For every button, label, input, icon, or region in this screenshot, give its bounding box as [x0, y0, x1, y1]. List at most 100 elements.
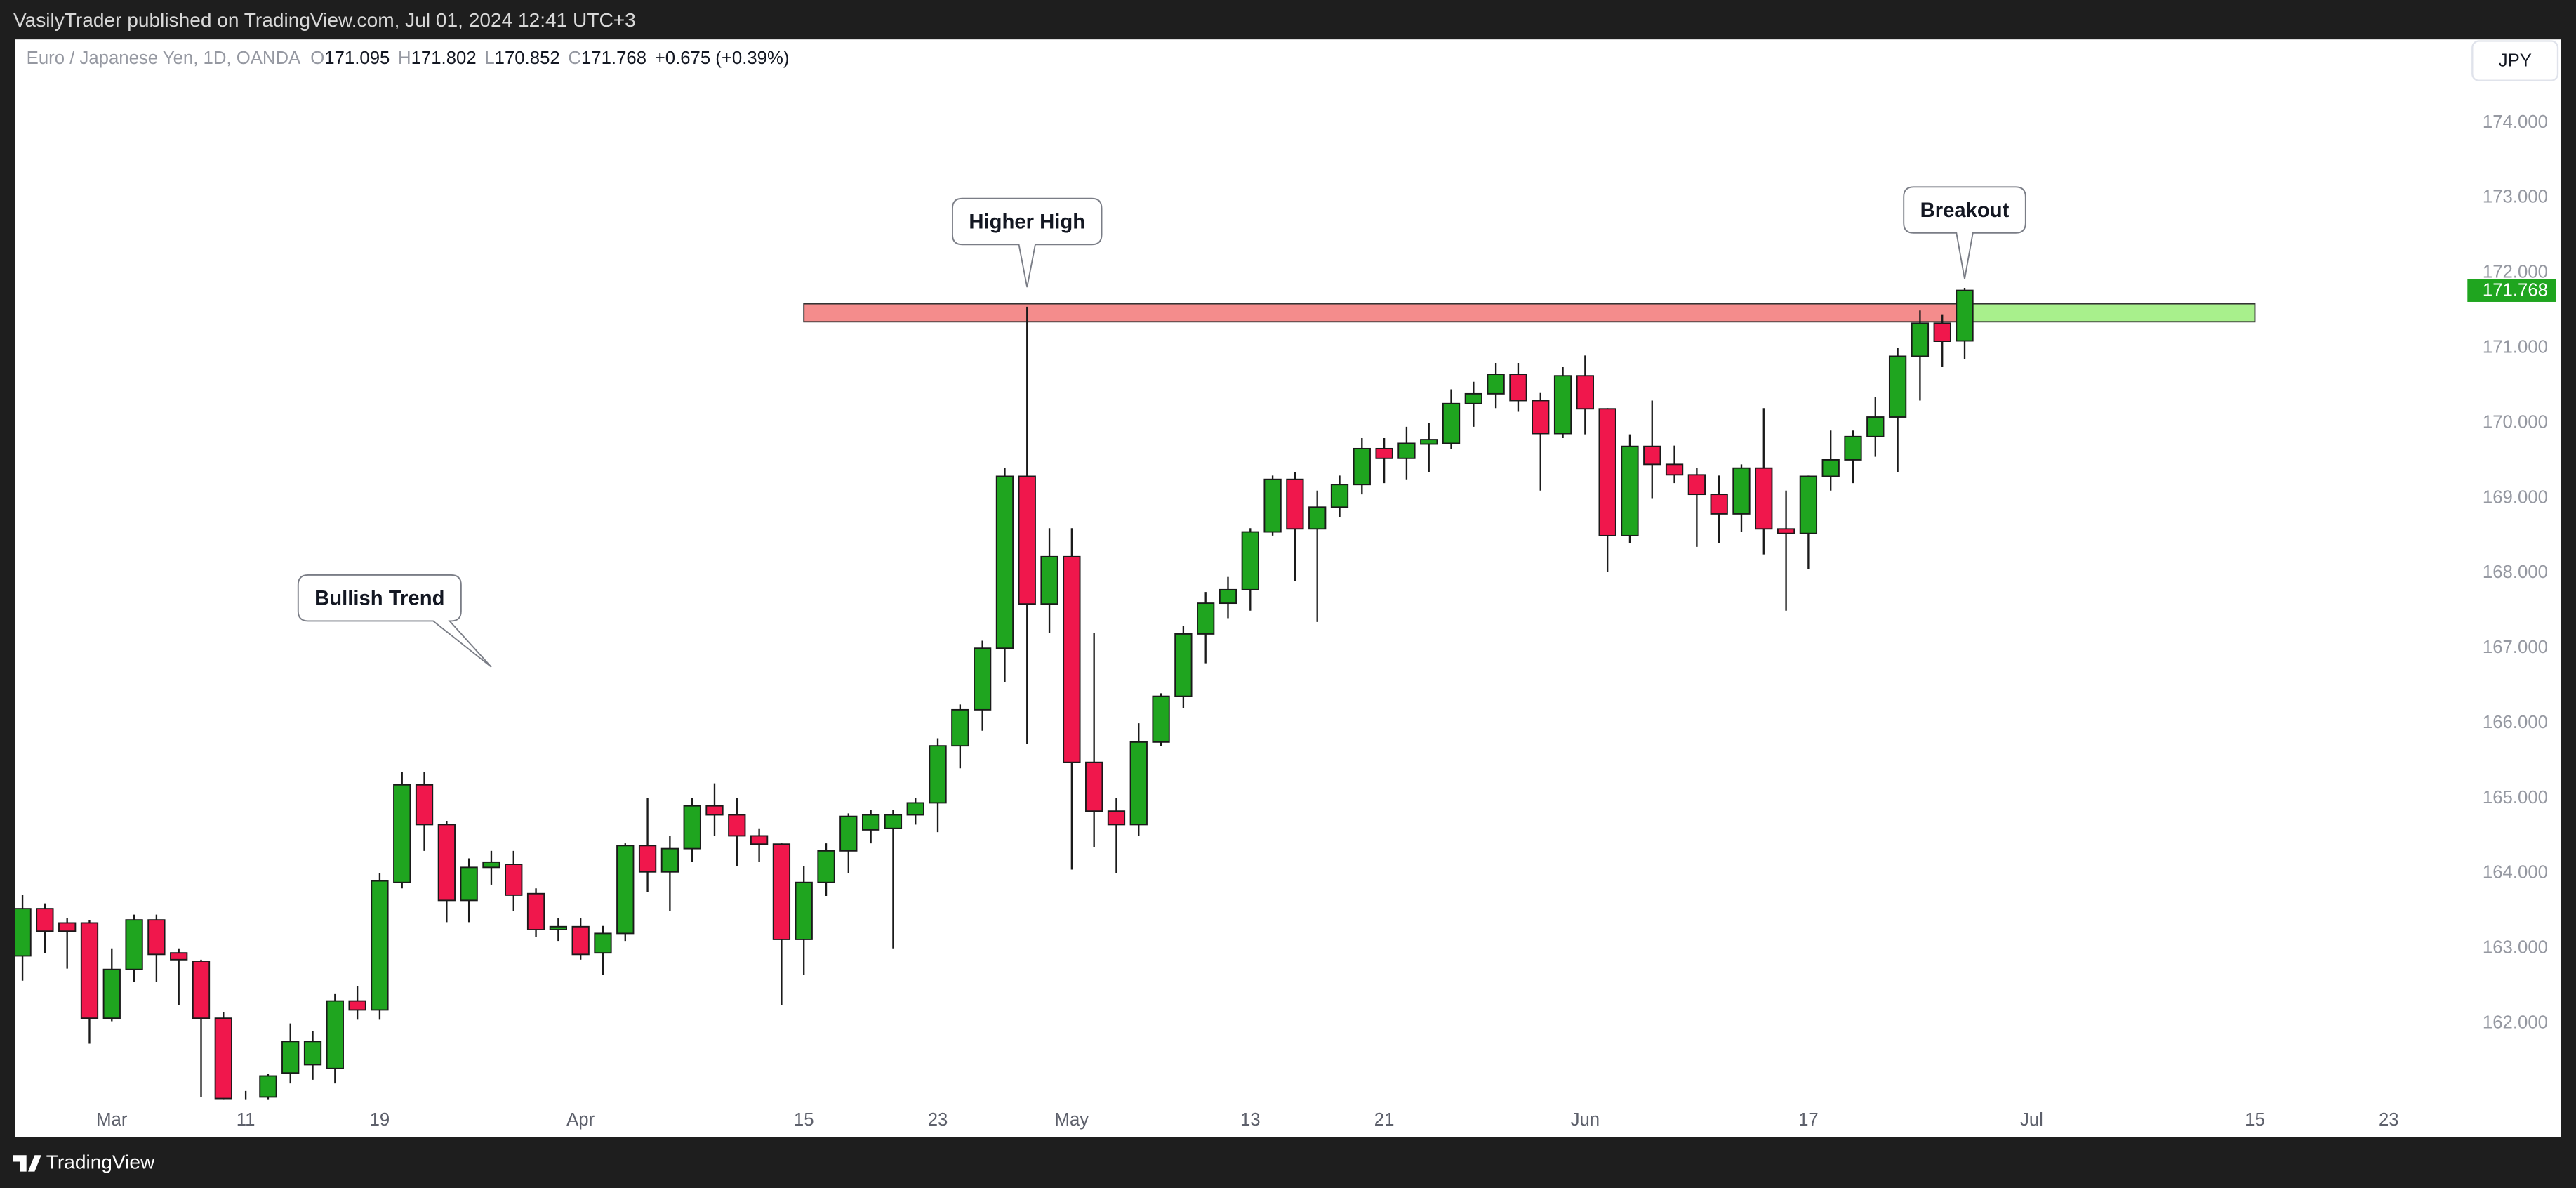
candle-body — [303, 1041, 322, 1066]
x-tick-label: 19 — [370, 1110, 390, 1130]
x-tick-label: 13 — [1240, 1110, 1261, 1130]
candle-body — [974, 647, 992, 711]
candle-body — [861, 814, 880, 831]
candle-body — [750, 835, 769, 845]
zone — [1964, 303, 2256, 323]
candle-body — [1532, 400, 1550, 435]
y-tick-label: 165.000 — [2483, 788, 2548, 807]
x-tick-label: Jun — [1571, 1110, 1600, 1130]
x-tick-label: Apr — [566, 1110, 595, 1130]
candle-body — [549, 925, 568, 930]
candle-body — [460, 866, 478, 902]
ohlc-value: 171.802 — [411, 48, 477, 68]
candle-body — [102, 968, 121, 1019]
y-tick-label: 172.000 — [2483, 263, 2548, 282]
candle-body — [1888, 355, 1907, 418]
x-tick-label: 15 — [2245, 1110, 2265, 1130]
candle-body — [884, 814, 903, 829]
last-price-tag — [2467, 279, 2556, 302]
ohlc-value: 171.768 — [581, 48, 646, 68]
currency-label[interactable]: JPY — [2499, 51, 2532, 71]
y-tick-label: 166.000 — [2483, 713, 2548, 732]
candle-body — [683, 805, 701, 850]
candle-body — [705, 805, 724, 816]
candle-body — [1308, 506, 1327, 530]
y-tick-label: 169.000 — [2483, 487, 2548, 507]
candle-body — [1420, 439, 1438, 445]
candle-body — [147, 919, 166, 956]
candle-body — [415, 784, 434, 826]
ohlc-label: O — [310, 48, 324, 68]
symbol-title: Euro / Japanese Yen, 1D, OANDA — [27, 48, 301, 68]
candle-body — [281, 1041, 300, 1074]
candle-body — [772, 843, 791, 940]
candle-body — [1911, 322, 1930, 357]
brand: TradingView — [46, 1151, 155, 1173]
candle-body — [1129, 741, 1148, 826]
candle-body — [660, 847, 679, 873]
y-tick-label: 167.000 — [2483, 638, 2548, 657]
candle-body — [1598, 408, 1616, 536]
candle-body — [58, 922, 77, 932]
currency-button[interactable] — [2471, 40, 2559, 81]
candle-body — [526, 892, 545, 930]
candle-body — [1330, 484, 1349, 508]
y-tick-label: 164.000 — [2483, 863, 2548, 883]
annotation-callout — [297, 574, 492, 668]
ohlc-label: L — [484, 48, 494, 68]
candle-body — [571, 925, 590, 956]
candle-body — [995, 475, 1014, 649]
x-tick-label: 15 — [794, 1110, 814, 1130]
symbol-legend: Euro / Japanese Yen, 1D, OANDA O171.095 H1… — [27, 48, 790, 68]
ohlc-value: 170.852 — [495, 48, 560, 68]
candle-body — [393, 784, 411, 883]
candle-body — [482, 861, 500, 869]
x-tick-label: 11 — [237, 1110, 255, 1130]
candle-body — [1509, 374, 1527, 402]
candle-body — [1844, 435, 1862, 461]
candle-body — [1777, 528, 1795, 534]
candle-body — [192, 961, 211, 1019]
candle-body — [1710, 494, 1728, 515]
candle-body — [1755, 467, 1773, 530]
annotation-callout — [952, 197, 1103, 288]
candle-body — [1687, 474, 1706, 496]
candle-body — [125, 919, 143, 970]
y-tick-label: 173.000 — [2483, 187, 2548, 207]
y-tick-label: 163.000 — [2483, 938, 2548, 958]
candle-body — [1933, 322, 1951, 342]
candle-body — [170, 952, 188, 961]
x-tick-label: 17 — [1798, 1110, 1819, 1130]
annotation-label: Breakout — [1920, 199, 2010, 222]
plot — [15, 287, 2256, 1100]
candle-body — [371, 880, 389, 1011]
candle-body — [1152, 695, 1170, 743]
candle-body — [1063, 555, 1081, 763]
candle-body — [1732, 467, 1751, 515]
y-tick-label: 170.000 — [2483, 412, 2548, 432]
x-tick-label: May — [1055, 1110, 1089, 1130]
candle-body — [505, 864, 523, 896]
candle-body — [1643, 445, 1661, 466]
change-label: +0.675 (+0.39%) — [655, 48, 790, 68]
candle-body — [1799, 475, 1818, 534]
candle-body — [839, 815, 858, 852]
ohlc-label: C — [568, 48, 581, 68]
candle-body — [1464, 392, 1482, 404]
candle-body — [929, 745, 947, 804]
candle-body — [348, 1000, 366, 1011]
candle-body — [1040, 555, 1058, 605]
candle-body — [638, 845, 657, 873]
x-tick-label: 23 — [2379, 1110, 2399, 1130]
candle-body — [1286, 478, 1304, 530]
candle-body — [1397, 442, 1416, 459]
candle-body — [214, 1017, 232, 1100]
x-tick-label: Jul — [2020, 1110, 2043, 1130]
candle-body — [1174, 633, 1193, 697]
candle-body — [437, 824, 456, 902]
candle-body — [795, 881, 813, 940]
y-tick-label: 168.000 — [2483, 562, 2548, 582]
candle-body — [1085, 761, 1103, 812]
